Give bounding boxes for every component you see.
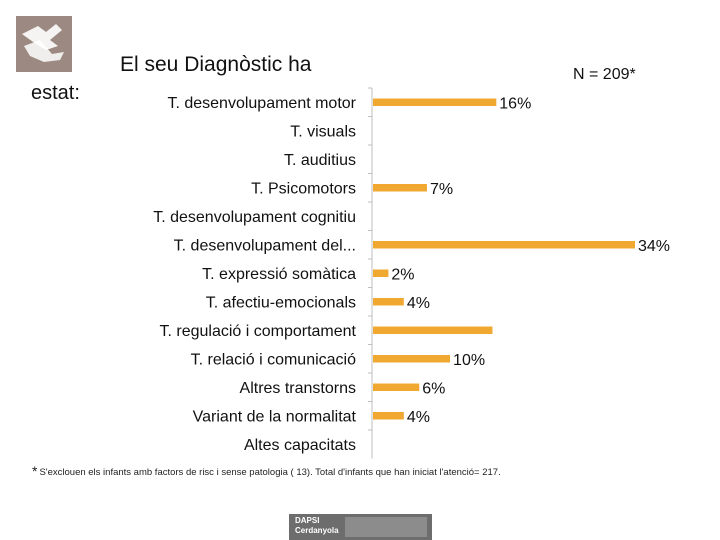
data-label: 4% [407,295,430,312]
banner-text-1: DAPSI [295,516,320,525]
data-label: 6% [422,380,445,397]
estat-label: estat: [31,82,80,104]
bar [373,298,404,306]
bar [373,412,404,420]
data-label: 34% [638,238,670,255]
category-label: Altres transtorns [240,380,356,397]
category-label: T. desenvolupament motor [167,95,356,112]
hands-logo-icon [16,16,72,72]
footnote-text: S'exclouen els infants amb factors de ri… [39,467,501,478]
banner-text-2: Cerdanyola [295,526,339,535]
bar [373,269,389,277]
footnote: * S'exclouen els infants amb factors de r… [32,463,501,483]
category-label: T. regulació i comportament [159,323,356,340]
banner-logo-text: DAPSI Cerdanyola [295,516,341,538]
category-label: T. expressió somàtica [202,266,356,283]
footnote-star: * [32,463,38,479]
bar [373,355,451,363]
bar [373,383,420,391]
page-title: El seu Diagnòstic ha [120,53,312,76]
category-label: T. relació i comunicació [191,351,357,368]
category-label: T. desenvolupament cognitiu [153,209,356,226]
bar [373,326,493,334]
bar [373,184,427,192]
category-label: T. afectiu-emocionals [206,294,356,311]
category-label: T. visuals [290,123,356,140]
data-label: 7% [430,181,453,198]
data-label: 16% [499,95,531,112]
bar [373,98,497,106]
category-label: T. Psicomotors [251,180,356,197]
bar [373,241,635,249]
footer-banner: DAPSI Cerdanyola [289,514,432,540]
category-label: T. desenvolupament del... [174,237,356,254]
banner-image [345,517,427,537]
category-label: Variant de la normalitat [193,408,357,425]
data-label: 2% [391,266,414,283]
category-label: T. auditius [284,152,356,169]
data-label: 4% [407,409,430,426]
data-label: 10% [453,352,485,369]
sample-size-label: N = 209* [573,66,636,83]
category-label: Altes capacitats [244,437,356,454]
